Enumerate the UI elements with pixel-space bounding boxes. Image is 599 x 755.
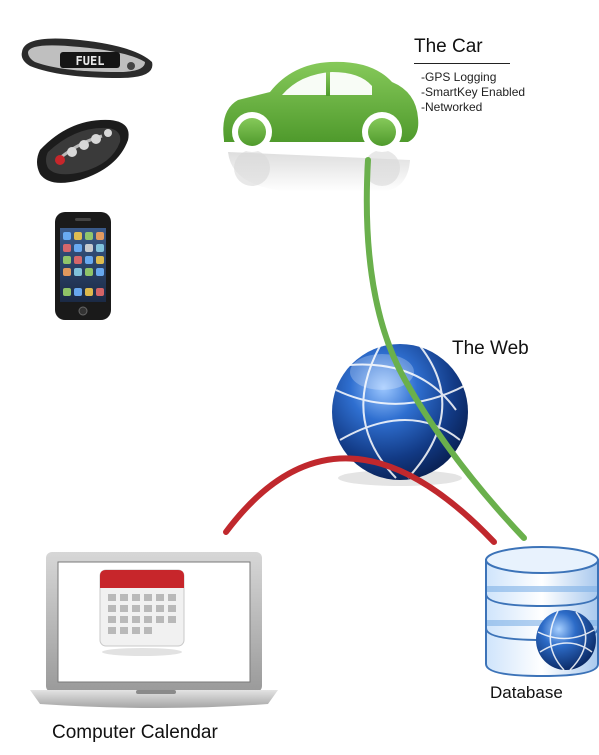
fuel-band-icon: FUEL	[21, 38, 153, 78]
car-title: The Car	[414, 36, 483, 57]
car-feature-list: -GPS Logging -SmartKey Enabled -Networke…	[421, 70, 525, 115]
smart-key-icon	[37, 119, 129, 183]
database-label: Database	[490, 683, 563, 702]
green-link-line	[363, 157, 527, 541]
car-feature-item: -GPS Logging	[421, 70, 497, 84]
smartphone-icon	[55, 212, 111, 320]
car-feature-item: -SmartKey Enabled	[421, 85, 526, 99]
web-label: The Web	[452, 338, 529, 359]
car-title-underline	[414, 63, 510, 64]
red-link-line	[223, 455, 497, 545]
car-icon	[223, 61, 419, 192]
database-globe-icon	[536, 610, 596, 671]
fuel-band-text: FUEL	[76, 54, 105, 68]
calendar-icon	[99, 569, 185, 656]
computer-calendar-label: Computer Calendar	[52, 722, 218, 743]
car-feature-item: -Networked	[421, 100, 483, 114]
